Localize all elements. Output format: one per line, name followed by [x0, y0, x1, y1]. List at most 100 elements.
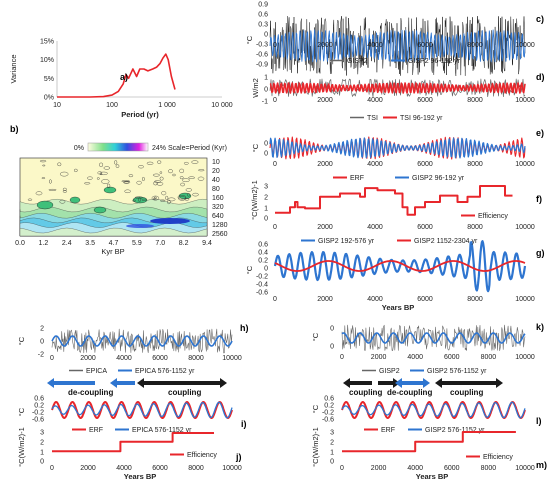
annotation-coupling: coupling: [349, 388, 382, 397]
legend-label: GISP2 1152-2304 yr: [414, 238, 478, 245]
contour-speck: [96, 177, 100, 180]
contour-speck: [106, 183, 111, 189]
x-tick-label: 0: [273, 161, 277, 168]
y-tick-label: 0: [264, 266, 268, 273]
contour-speck: [114, 160, 118, 165]
x-tick-label: 0: [340, 465, 344, 472]
x-tick-label: 6000: [152, 355, 168, 362]
annotation-coupling: coupling: [168, 388, 201, 397]
x-tick-label: 10000: [222, 355, 242, 362]
y-tick-label: 2: [40, 326, 44, 333]
contour-speck: [160, 199, 166, 202]
y-tick-label: 3: [40, 430, 44, 437]
arrow-head: [343, 378, 350, 388]
arrow-head: [435, 378, 442, 388]
contour-speck: [153, 197, 156, 200]
x-tick-label: 8000: [467, 97, 483, 104]
legend-label: GISP2: [347, 58, 368, 65]
legend-label: TSI 96-192 yr: [400, 115, 443, 122]
panel-label: d): [536, 72, 545, 82]
contour-speck: [153, 181, 158, 186]
x-tick-label: 8000: [467, 161, 483, 168]
gisp2-192-576-line: [273, 240, 527, 293]
x-tick-label: 8000: [481, 354, 497, 361]
contour-speck: [179, 176, 184, 180]
heatmap-peak: [126, 224, 154, 228]
y-axis-title: °C(W/m2)-1: [17, 427, 26, 467]
legend-label: Efficiency: [187, 452, 217, 459]
contour-speck: [179, 168, 184, 173]
y-tick-label: 2: [264, 195, 268, 202]
panel-label: e): [536, 128, 544, 138]
colorbar-min: 0%: [74, 145, 84, 152]
x-axis-title: Years BP: [416, 472, 449, 479]
contour-speck: [197, 176, 205, 181]
x-tick-label: 4000: [367, 97, 383, 104]
x-tick-label: 10000: [515, 354, 535, 361]
legend-label: GISP2 96-192 yr: [408, 58, 461, 65]
efficiency-line: [275, 185, 513, 216]
gisp2-filtered-line: [269, 137, 526, 159]
contour-speck: [97, 171, 103, 175]
heatmap-blob: [103, 186, 117, 194]
contour-speck: [84, 182, 91, 185]
x-tick-label: 8000: [481, 465, 497, 472]
contour-speck: [49, 179, 52, 184]
x-tick-label: 0: [273, 42, 277, 49]
scale-note: Scale=Period (Kyr): [168, 145, 227, 152]
contour-speck: [121, 180, 130, 183]
x-tick-label: 2000: [80, 355, 96, 362]
contour-speck: [35, 191, 43, 196]
x-tick-label: 10: [53, 102, 61, 109]
annotation-decoupling: de-coupling: [68, 388, 113, 397]
contour-speck: [99, 173, 103, 175]
x-tick-label: 1 000: [158, 102, 176, 109]
contour-speck: [138, 197, 141, 202]
y-axis-title: °C: [17, 407, 26, 416]
heatmap-blob: [69, 196, 81, 204]
legend-label: ERF: [381, 427, 395, 434]
panel-label: k): [536, 322, 544, 332]
x-tick-label: 0: [50, 465, 54, 472]
x-tick-label: 8.2: [179, 240, 189, 247]
y-tick-label: 0.6: [34, 396, 44, 403]
y-axis-title: °C: [251, 143, 260, 152]
x-tick-label: 2000: [371, 465, 387, 472]
contour-speck: [99, 171, 108, 175]
y-tick-label: -0.6: [32, 417, 44, 424]
annotation-coupling: coupling: [450, 388, 483, 397]
x-axis-title: Years BP: [382, 303, 415, 312]
annotation-decoupling: de-coupling: [387, 388, 432, 397]
y-tick-label: -0.2: [32, 410, 44, 417]
y-tick-label: 0.6: [258, 242, 268, 249]
efficiency-line: [52, 432, 214, 453]
x-tick-label: 6000: [444, 465, 460, 472]
y-tick-label: 0: [40, 339, 44, 346]
x-tick-label: 4000: [116, 355, 132, 362]
x-tick-label: 0: [340, 354, 344, 361]
y-tick-label: 15%: [40, 39, 54, 46]
x-tick-label: 3.5: [85, 240, 95, 247]
y-tick-label: 3: [330, 430, 334, 437]
gisp2-filtered-line: [341, 332, 526, 344]
x-tick-label: 8000: [467, 296, 483, 303]
arrow-head: [110, 378, 117, 388]
epica-filtered-line: [51, 335, 233, 347]
contour-speck: [115, 164, 120, 168]
contour-speck: [123, 180, 131, 184]
contour-speck: [141, 198, 148, 201]
x-tick-label: 2000: [317, 97, 333, 104]
y-tick-label: 0: [40, 459, 44, 466]
contour-speck: [198, 169, 205, 172]
x-tick-label: 0: [50, 355, 54, 362]
x-axis-title: Years BP: [124, 472, 157, 479]
x-tick-label: 0.0: [15, 240, 25, 247]
legend-label: GISP2: [379, 368, 400, 375]
y-tick-label: -2: [38, 352, 44, 359]
y-axis-title: °C: [17, 336, 26, 345]
x-tick-label: 10000: [222, 465, 242, 472]
y-axis-title: °C: [311, 332, 320, 341]
contour-speck: [180, 182, 185, 187]
arrow-head: [137, 378, 144, 388]
